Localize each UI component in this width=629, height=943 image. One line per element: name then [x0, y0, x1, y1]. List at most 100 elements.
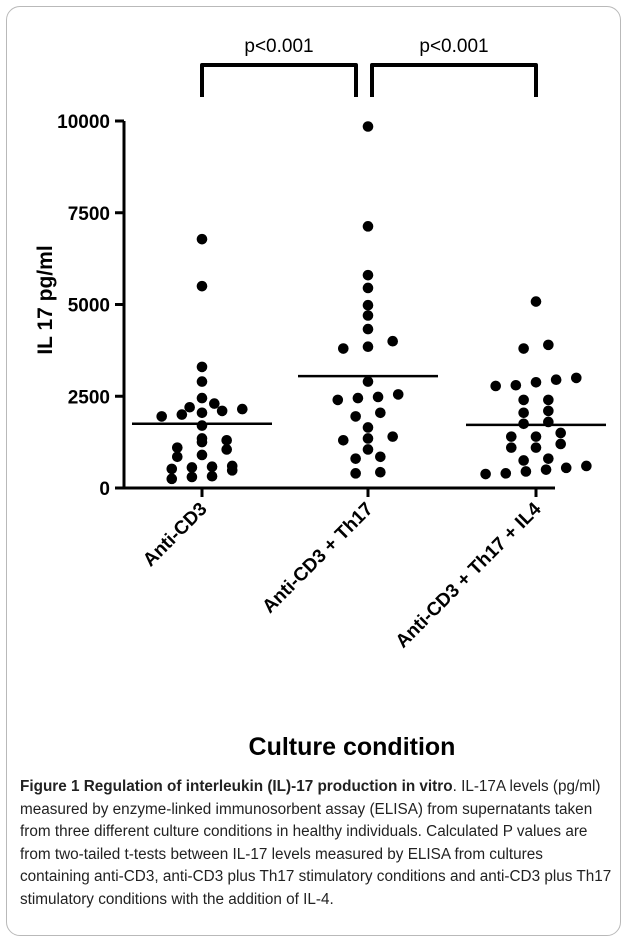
data-point — [237, 403, 248, 415]
data-point — [506, 442, 517, 453]
data-point — [172, 451, 183, 463]
caption-title: Figure 1 Regulation of interleukin (IL)-… — [20, 778, 453, 795]
data-point — [166, 463, 178, 475]
data-point — [186, 462, 198, 473]
data-point — [196, 449, 208, 461]
data-point — [500, 468, 512, 479]
significance-brackets: p<0.001 p<0.001 — [200, 36, 538, 97]
data-point — [362, 299, 374, 311]
data-point — [362, 269, 374, 281]
data-point — [543, 394, 554, 406]
data-point — [350, 453, 361, 464]
data-point — [196, 280, 208, 292]
data-point — [555, 427, 566, 439]
data-point — [196, 376, 208, 387]
y-tick-label: 2500 — [68, 387, 110, 408]
data-point — [530, 296, 542, 307]
data-point — [186, 471, 198, 483]
data-point — [350, 468, 361, 479]
y-tick-label: 7500 — [68, 204, 110, 225]
data-point — [518, 407, 529, 419]
scatter-chart: 0 2500 5000 7500 10000 Anti-CD3 Anti-CD3 + Th… — [34, 36, 606, 761]
data-point — [555, 438, 566, 450]
figure-frame — [6, 6, 621, 936]
data-point — [530, 431, 542, 442]
data-point — [172, 442, 183, 453]
data-point — [362, 323, 374, 335]
data-point — [362, 121, 374, 132]
data-point — [196, 392, 208, 404]
data-point — [392, 389, 404, 400]
data-point — [560, 462, 572, 474]
data-point — [518, 455, 529, 466]
data-point — [166, 473, 178, 485]
data-point — [176, 409, 188, 420]
data-point — [362, 282, 374, 294]
x-tick-label: Anti-CD3 + Th17 + IL4 — [392, 498, 546, 652]
y-axis: 0 2500 5000 7500 10000 — [57, 112, 126, 500]
data-point — [338, 434, 349, 446]
data-point — [518, 394, 529, 406]
y-tick-label: 5000 — [68, 296, 110, 317]
data-point — [543, 405, 554, 417]
caption-body: . IL-17A levels (pg/ml) measured by enzy… — [20, 778, 612, 908]
data-point — [332, 394, 344, 406]
data-point — [520, 466, 532, 477]
data-point — [510, 379, 522, 391]
data-point — [352, 392, 364, 404]
data-point — [338, 343, 349, 354]
data-point — [156, 411, 167, 422]
data-points — [156, 121, 592, 485]
significance-bracket — [370, 63, 538, 97]
data-point — [216, 405, 228, 417]
y-tick-label: 0 — [99, 479, 110, 500]
data-point — [362, 310, 374, 321]
data-point — [530, 442, 542, 453]
data-point — [543, 339, 554, 351]
data-point — [506, 431, 517, 442]
data-point — [362, 422, 374, 433]
p-value-label: p<0.001 — [419, 36, 488, 57]
data-point — [206, 461, 218, 473]
data-point — [490, 380, 502, 392]
data-point — [387, 335, 399, 347]
data-point — [387, 431, 399, 442]
data-point — [362, 341, 374, 353]
data-point — [518, 343, 529, 354]
data-point — [362, 433, 374, 444]
data-point — [571, 372, 582, 384]
data-point — [196, 233, 208, 245]
data-point — [226, 460, 238, 472]
data-point — [221, 444, 232, 455]
data-point — [375, 407, 386, 419]
data-point — [206, 470, 218, 482]
data-point — [550, 374, 562, 386]
data-point — [209, 398, 220, 409]
p-value-label: p<0.001 — [244, 36, 313, 57]
data-point — [184, 401, 195, 413]
x-axis-label: Culture condition — [249, 733, 456, 761]
x-axis: Anti-CD3 Anti-CD3 + Th17 Anti-CD3 + Th17 +… — [123, 486, 555, 652]
data-point — [540, 464, 552, 475]
data-point — [581, 460, 592, 472]
significance-bracket — [200, 63, 358, 97]
data-point — [362, 221, 374, 232]
data-point — [362, 444, 374, 455]
data-point — [372, 391, 384, 403]
data-point — [196, 420, 208, 431]
y-axis-label: IL 17 pg/ml — [34, 245, 57, 354]
x-tick-label: Anti-CD3 — [139, 499, 211, 571]
data-point — [375, 451, 386, 463]
data-point — [221, 434, 232, 446]
data-point — [350, 411, 361, 422]
median-lines — [132, 374, 606, 427]
data-point — [196, 361, 208, 373]
y-tick-label: 10000 — [57, 112, 110, 133]
data-point — [196, 407, 208, 419]
figure-caption: Figure 1 Regulation of interleukin (IL)-… — [20, 776, 612, 911]
data-point — [362, 376, 374, 387]
data-point — [480, 468, 491, 480]
data-point — [375, 466, 386, 478]
x-tick-label: Anti-CD3 + Th17 — [259, 499, 378, 618]
data-point — [543, 453, 554, 464]
